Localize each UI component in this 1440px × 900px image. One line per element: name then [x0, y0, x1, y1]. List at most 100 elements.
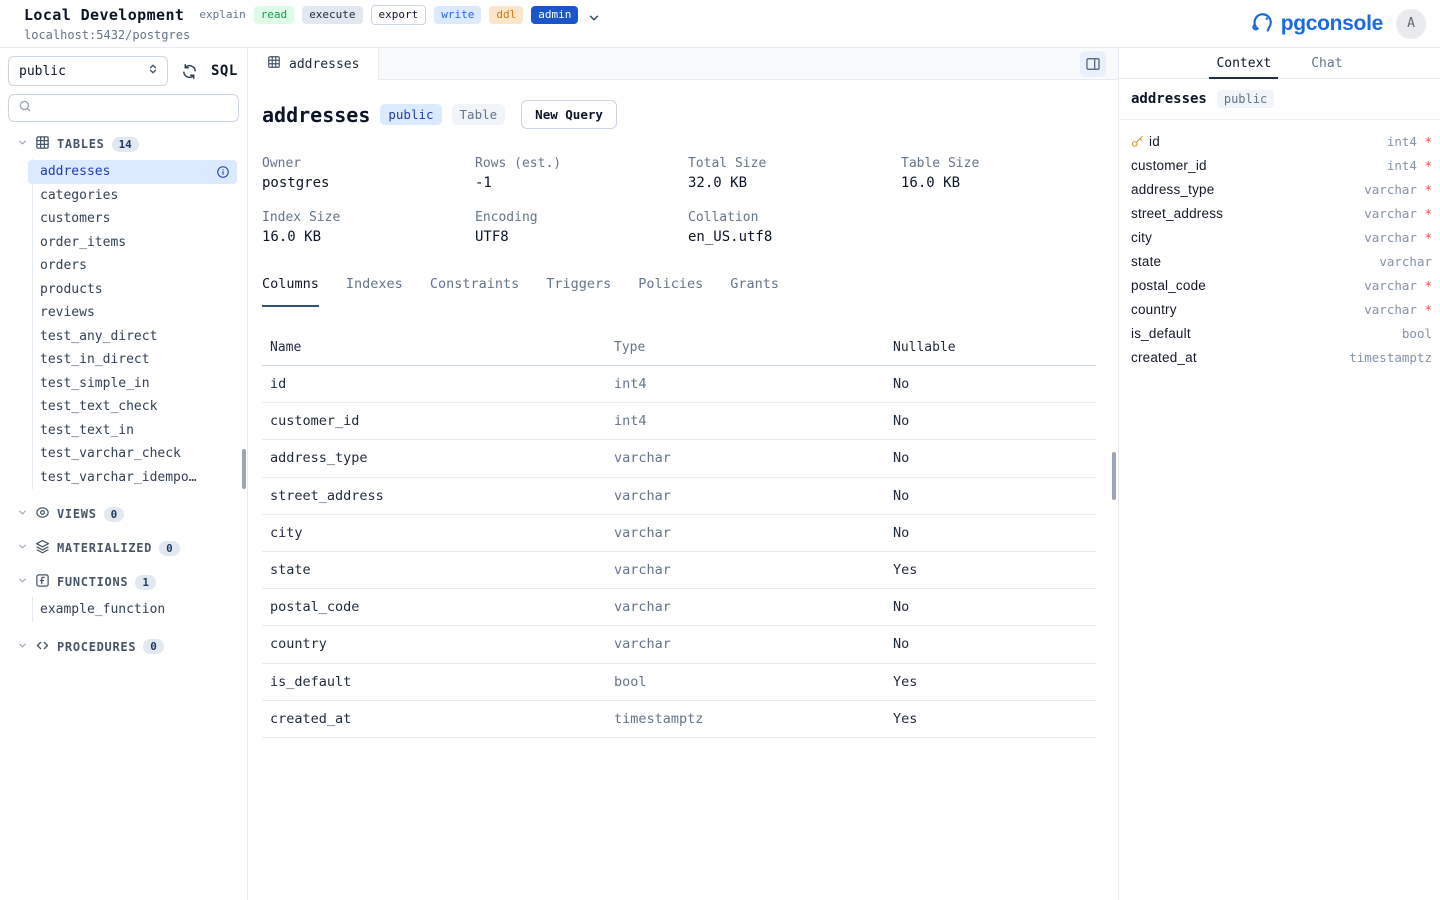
section-count-badge: 14 [112, 137, 139, 152]
panel-toggle-button[interactable] [1080, 51, 1106, 77]
context-tab-chat[interactable]: Chat [1304, 48, 1349, 79]
context-column-name: address_type [1131, 182, 1214, 197]
sidebar-function-example_function[interactable]: example_function [28, 598, 237, 622]
context-column-row: postal_codevarchar * [1131, 273, 1432, 297]
stat-value: postgres [262, 175, 475, 191]
sidebar-table-test_in_direct[interactable]: test_in_direct [28, 348, 237, 372]
table-name: order_items [40, 235, 126, 250]
context-tabs: Context Chat [1119, 48, 1440, 79]
search-input[interactable] [38, 101, 229, 116]
columns-table-body: idint4Nocustomer_idint4Noaddress_typevar… [262, 366, 1096, 738]
stats-grid: OwnerpostgresRows (est.)-1Total Size32.0… [262, 156, 1096, 245]
search-box[interactable] [8, 94, 239, 122]
required-asterisk: * [1417, 278, 1432, 293]
pgconsole-logo[interactable]: pgconsole [1250, 8, 1383, 39]
main-panel: addresses addresses public Table New Que… [248, 48, 1118, 900]
sidebar-scrollbar[interactable] [242, 449, 246, 489]
cell-nullable: No [893, 488, 1096, 504]
sidebar-table-categories[interactable]: categories [28, 184, 237, 208]
cell-type: varchar [614, 525, 893, 541]
tab-grants[interactable]: Grants [730, 276, 779, 307]
tab-constraints[interactable]: Constraints [430, 276, 519, 307]
chevron-down-icon [17, 541, 28, 555]
avatar[interactable]: A [1396, 9, 1426, 39]
cell-name: state [270, 562, 614, 578]
sql-button[interactable]: SQL [211, 63, 238, 79]
tab-triggers[interactable]: Triggers [546, 276, 611, 307]
column-header-nullable: Nullable [893, 340, 1096, 355]
sidebar-table-order_items[interactable]: order_items [28, 231, 237, 255]
stat-value: en_US.utf8 [688, 229, 901, 245]
sidebar-table-test_any_direct[interactable]: test_any_direct [28, 325, 237, 349]
sidebar-table-addresses[interactable]: addresses [28, 160, 237, 184]
top-bar: Local Development explainreadexecuteexpo… [0, 0, 1440, 48]
context-column-name-wrap: customer_id [1131, 158, 1207, 173]
info-icon[interactable] [216, 165, 230, 179]
context-column-type: timestamptz [1349, 350, 1432, 365]
section-label: TABLES [57, 137, 105, 151]
stat-label: Owner [262, 156, 475, 171]
table-row: street_addressvarcharNo [262, 478, 1096, 515]
required-asterisk: * [1417, 182, 1432, 197]
cell-type: varchar [614, 488, 893, 504]
section-tables[interactable]: TABLES 14 [0, 132, 247, 156]
stat-label: Rows (est.) [475, 156, 688, 171]
context-column-name: created_at [1131, 350, 1197, 365]
sidebar-table-test_text_in[interactable]: test_text_in [28, 419, 237, 443]
cell-name: address_type [270, 450, 614, 466]
select-chevrons-icon [147, 63, 159, 79]
chevron-down-icon [17, 575, 28, 589]
required-asterisk: * [1417, 302, 1432, 317]
required-asterisk: * [1417, 134, 1432, 149]
sidebar-table-test_text_check[interactable]: test_text_check [28, 395, 237, 419]
new-query-button[interactable]: New Query [521, 100, 617, 129]
section-materialized[interactable]: MATERIALIZED 0 [0, 536, 247, 560]
refresh-button[interactable] [179, 61, 200, 82]
tab-addresses[interactable]: addresses [248, 48, 379, 80]
sidebar-table-test_simple_in[interactable]: test_simple_in [28, 372, 237, 396]
sidebar-table-test_varchar_idempo[interactable]: test_varchar_idempo… [28, 466, 237, 490]
sidebar-table-orders[interactable]: orders [28, 254, 237, 278]
cell-type: int4 [614, 413, 893, 429]
tab-columns[interactable]: Columns [262, 276, 319, 307]
cell-nullable: Yes [893, 711, 1096, 727]
sidebar-table-test_varchar_check[interactable]: test_varchar_check [28, 442, 237, 466]
context-tab-context[interactable]: Context [1209, 48, 1278, 79]
cell-nullable: Yes [893, 674, 1096, 690]
schema-select-value: public [19, 64, 66, 79]
schema-select[interactable]: public [8, 56, 168, 86]
stat-value: 32.0 KB [688, 175, 901, 191]
cell-type: varchar [614, 636, 893, 652]
stat-label: Index Size [262, 210, 475, 225]
primary-key-icon [1131, 135, 1144, 148]
table-detail: addresses public Table New Query Ownerpo… [248, 80, 1118, 738]
tab-policies[interactable]: Policies [638, 276, 703, 307]
cell-type: timestamptz [614, 711, 893, 727]
stat-rows-est-: Rows (est.)-1 [475, 156, 688, 191]
cell-nullable: No [893, 376, 1096, 392]
context-column-name: country [1131, 302, 1177, 317]
tab-indexes[interactable]: Indexes [346, 276, 403, 307]
permission-badge-admin: admin [531, 6, 578, 24]
sidebar-table-reviews[interactable]: reviews [28, 301, 237, 325]
connection-url: localhost:5432/postgres [24, 28, 601, 42]
section-functions[interactable]: FUNCTIONS 1 [0, 570, 247, 594]
main-scrollbar[interactable] [1112, 452, 1116, 500]
stat-value: UTF8 [475, 229, 688, 245]
chevron-down-icon[interactable] [587, 11, 601, 25]
table-name: test_any_direct [40, 329, 157, 344]
context-column-row: statevarchar [1131, 249, 1432, 273]
table-row: customer_idint4No [262, 403, 1096, 440]
sidebar: public SQL TABLES 14 address [0, 48, 248, 900]
columns-table: NameTypeNullable idint4Nocustomer_idint4… [262, 330, 1096, 738]
context-column-name: customer_id [1131, 158, 1207, 173]
connection-name: Local Development [24, 6, 184, 24]
sidebar-table-products[interactable]: products [28, 278, 237, 302]
sidebar-table-customers[interactable]: customers [28, 207, 237, 231]
section-views[interactable]: VIEWS 0 [0, 502, 247, 526]
section-count-badge: 0 [143, 639, 164, 654]
context-column-row: created_at timestamptz [1131, 345, 1432, 369]
table-name: test_in_direct [40, 352, 150, 367]
section-procedures[interactable]: PROCEDURES 0 [0, 635, 247, 659]
context-column-row: countryvarchar * [1131, 297, 1432, 321]
